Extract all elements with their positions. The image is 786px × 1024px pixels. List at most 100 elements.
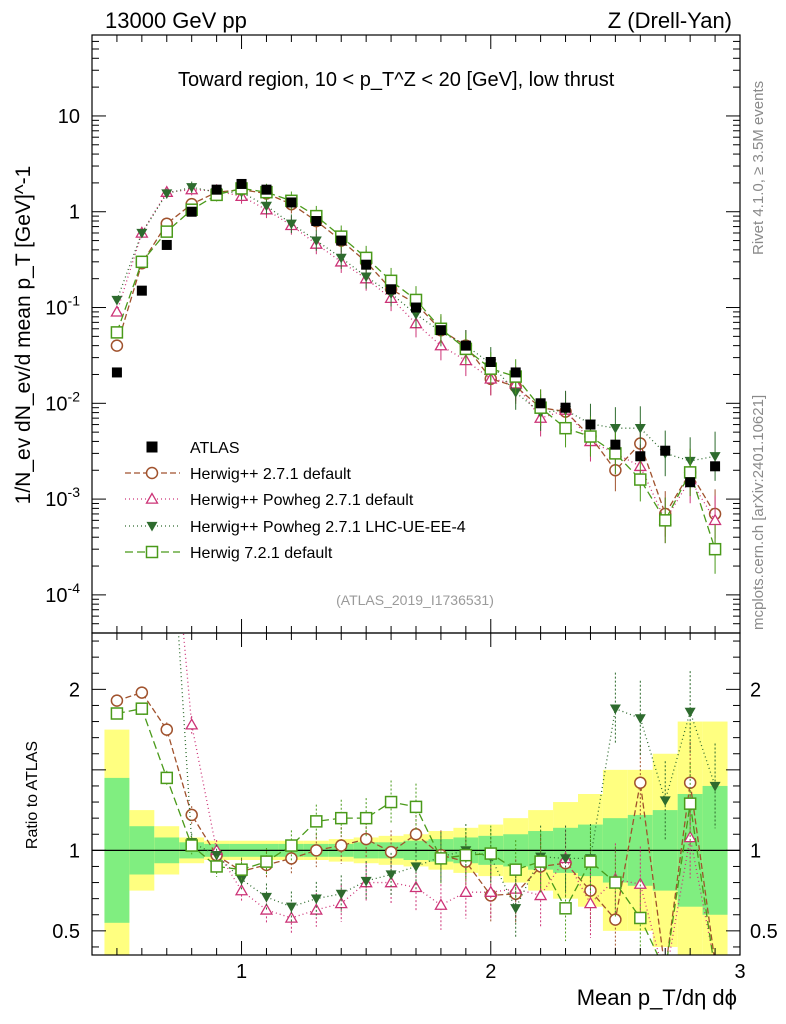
point-square bbox=[584, 430, 597, 443]
point-circle bbox=[145, 466, 159, 480]
y-tick-label: 10-2 bbox=[45, 388, 80, 415]
axes: 1 2 3 10-4 10-3 10-2 10-1 1 10 0.5 0.5 1 1 2 2 bbox=[45, 34, 778, 983]
point-triangle-down bbox=[335, 253, 347, 264]
point-square bbox=[185, 839, 198, 852]
legend-label: Herwig++ Powheg 2.7.1 LHC-UE-EE-4 bbox=[190, 519, 466, 536]
point-square bbox=[609, 876, 622, 889]
point-triangle-down bbox=[236, 875, 248, 885]
point-square bbox=[484, 847, 498, 860]
point-triangle-down bbox=[360, 272, 372, 283]
point-circle bbox=[359, 832, 373, 846]
point-square bbox=[285, 839, 298, 852]
point-data bbox=[186, 206, 197, 217]
point-square bbox=[634, 911, 647, 925]
point-triangle-down bbox=[560, 854, 572, 864]
point-square bbox=[210, 860, 223, 873]
y-tick-label: 10-3 bbox=[45, 484, 80, 511]
point-triangle-down bbox=[335, 889, 347, 900]
point-data bbox=[510, 367, 521, 378]
point-circle bbox=[160, 723, 174, 736]
point-triangle bbox=[110, 305, 124, 317]
point-triangle-down bbox=[186, 183, 198, 193]
point-circle bbox=[409, 828, 423, 841]
ratio-plot bbox=[92, 633, 740, 955]
ratio-tick-label-right: 0.5 bbox=[750, 921, 778, 943]
series-herwig-2-7-1-default bbox=[110, 182, 722, 539]
point-triangle-down bbox=[360, 876, 372, 887]
point-data bbox=[111, 367, 122, 378]
point-square bbox=[658, 514, 672, 527]
ratio-tick-label: 0.5 bbox=[52, 921, 80, 943]
point-square bbox=[708, 542, 722, 556]
point-circle bbox=[135, 686, 149, 699]
header-left: 13000 GeV pp bbox=[105, 8, 247, 33]
point-triangle-down bbox=[285, 219, 297, 230]
point-data bbox=[635, 451, 646, 462]
point-circle bbox=[110, 339, 124, 352]
y-tick-label: 10 bbox=[58, 106, 80, 128]
point-triangle-down bbox=[385, 870, 397, 880]
legend-entry: Herwig++ Powheg 2.7.1 default bbox=[125, 492, 414, 509]
x-tick-label: 3 bbox=[734, 961, 745, 983]
point-triangle bbox=[409, 880, 423, 893]
point-data bbox=[311, 216, 322, 227]
point-data bbox=[336, 235, 347, 246]
point-triangle bbox=[583, 896, 598, 909]
point-triangle bbox=[434, 898, 448, 910]
point-triangle-down bbox=[161, 189, 173, 200]
legend-label: Herwig++ Powheg 2.7.1 default bbox=[190, 492, 414, 509]
ratio-tick-label-right: 1 bbox=[750, 840, 761, 862]
point-data bbox=[361, 259, 372, 270]
point-data bbox=[535, 398, 546, 409]
point-triangle-down bbox=[410, 310, 422, 320]
point-triangle-down bbox=[111, 295, 123, 306]
point-square bbox=[260, 855, 273, 868]
point-square bbox=[409, 800, 423, 814]
point-data bbox=[560, 402, 571, 413]
point-triangle-down bbox=[410, 862, 422, 872]
point-data bbox=[261, 184, 272, 195]
ratio-tick-label: 2 bbox=[69, 679, 80, 701]
point-triangle-down bbox=[146, 521, 158, 532]
series-herwig-powheg-2-7-1-default bbox=[110, 182, 722, 545]
point-data bbox=[411, 302, 421, 313]
x-tick-label: 2 bbox=[485, 961, 496, 983]
rivet-label: Rivet 4.1.0, ≥ 3.5M events bbox=[750, 81, 767, 255]
point-data bbox=[460, 340, 471, 351]
x-tick-label: 1 bbox=[236, 961, 247, 983]
point-triangle-down bbox=[510, 904, 522, 914]
point-triangle-down bbox=[260, 201, 272, 212]
point-circle bbox=[384, 845, 398, 859]
point-square bbox=[310, 815, 323, 828]
y-tick-label: 1 bbox=[69, 202, 80, 224]
point-circle bbox=[110, 694, 124, 707]
point-triangle-down bbox=[709, 452, 721, 462]
point-square bbox=[534, 855, 547, 868]
point-data bbox=[161, 239, 172, 250]
point-square bbox=[145, 545, 159, 559]
point-data bbox=[435, 325, 446, 336]
point-triangle bbox=[633, 877, 647, 889]
series-herwig-7-2-1-default bbox=[110, 180, 722, 574]
plot-title-text: Toward region, 10 < p_T^Z < 20 [GeV], lo… bbox=[178, 69, 615, 91]
point-triangle-down bbox=[211, 851, 223, 861]
point-square bbox=[110, 326, 124, 339]
point-square bbox=[509, 863, 522, 876]
point-data bbox=[585, 419, 596, 430]
point-circle bbox=[185, 808, 198, 822]
series-atlas bbox=[111, 178, 721, 488]
point-triangle-down bbox=[684, 707, 696, 718]
point-triangle bbox=[533, 888, 548, 901]
point-data bbox=[610, 439, 621, 450]
mcplots-label: mcplots.cern.ch [arXiv:2401.10621] bbox=[750, 395, 767, 630]
point-circle bbox=[334, 839, 348, 852]
legend-entry: Herwig++ 2.7.1 default bbox=[125, 466, 352, 483]
point-data bbox=[386, 284, 397, 295]
point-square bbox=[135, 255, 149, 269]
point-triangle-down bbox=[634, 424, 646, 434]
point-triangle-down bbox=[634, 714, 646, 724]
analysis-id: (ATLAS_2019_I1736531) bbox=[336, 592, 494, 608]
point-square bbox=[559, 902, 572, 915]
point-triangle-down bbox=[310, 894, 322, 905]
